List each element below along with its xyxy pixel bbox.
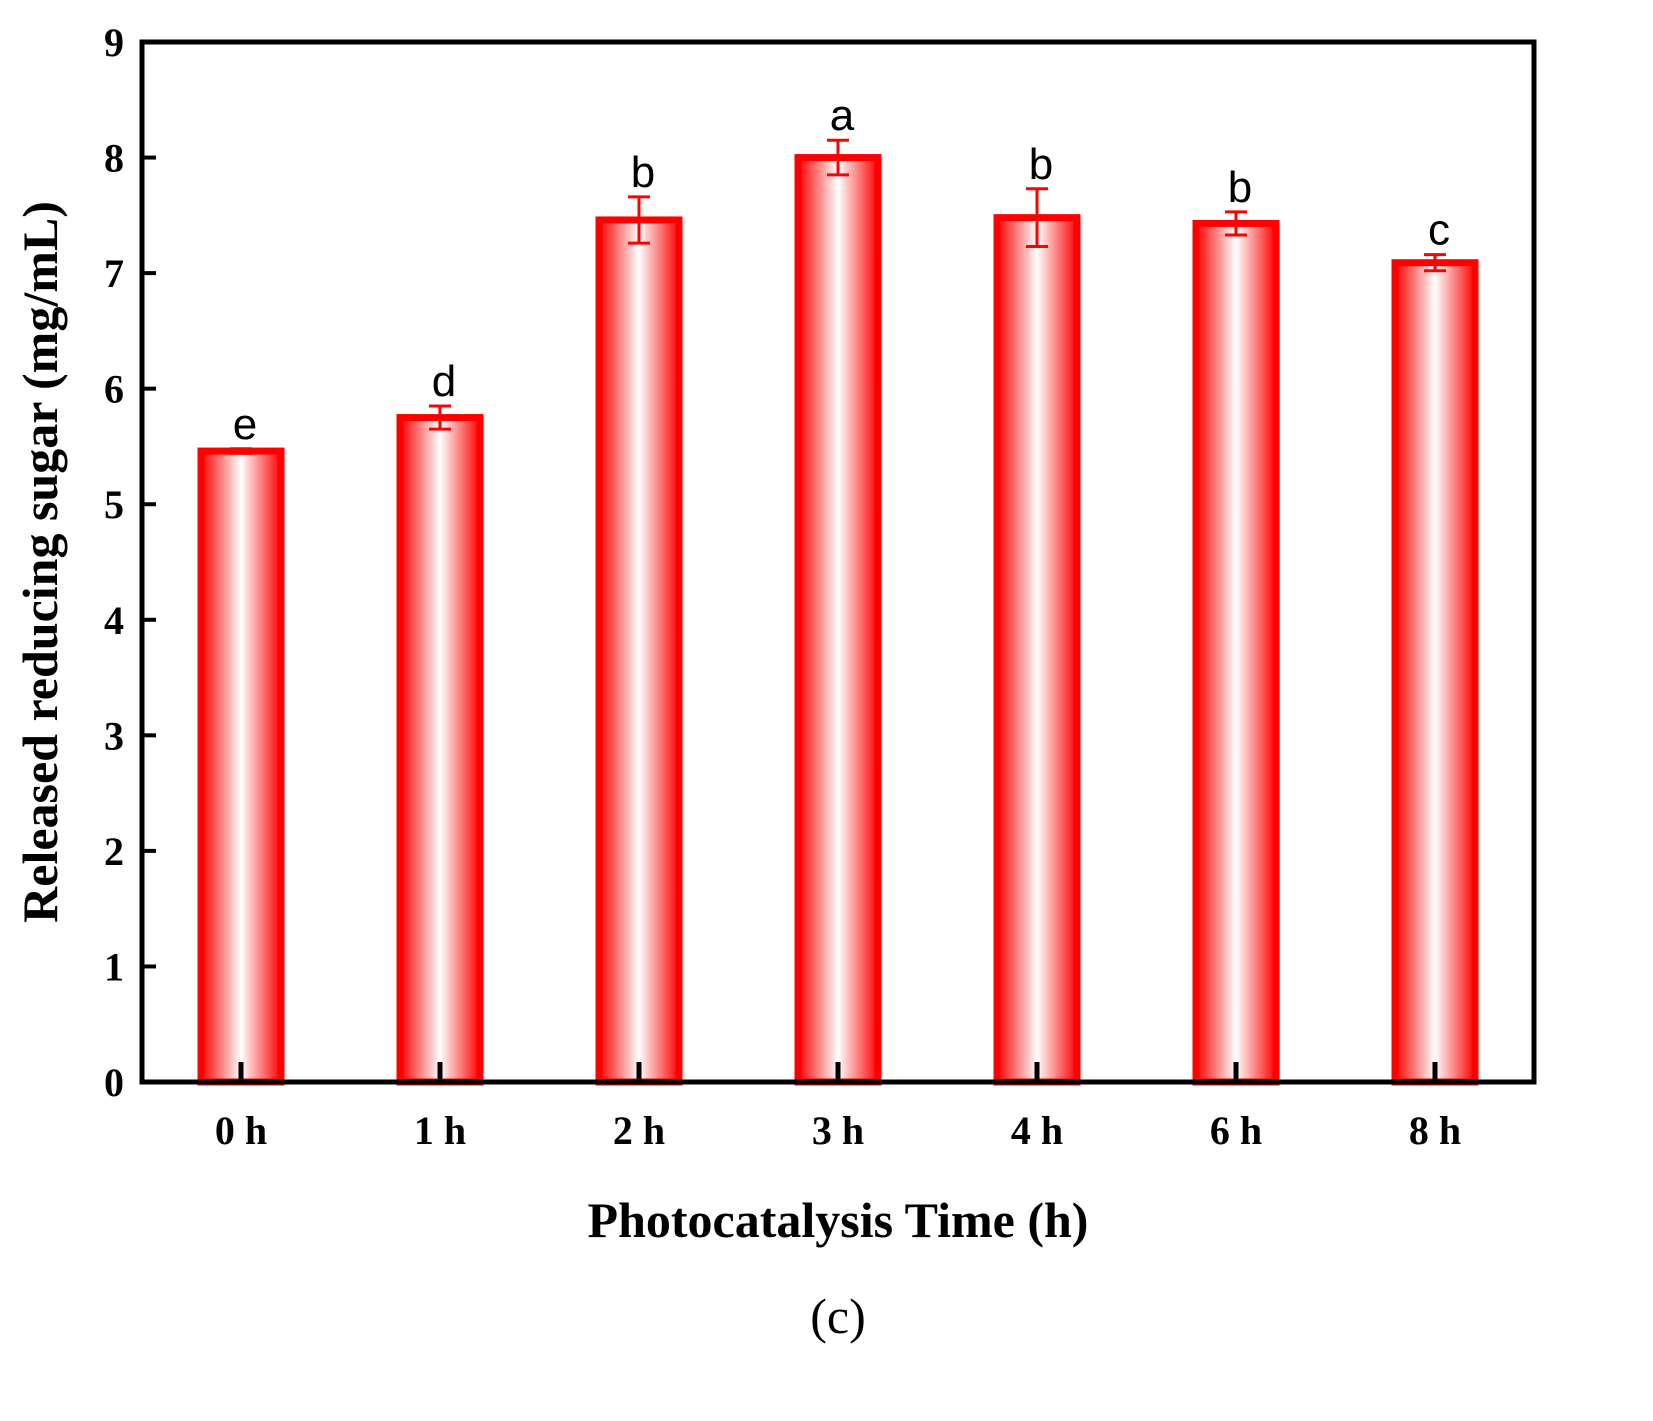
y-axis-title: Released reducing sugar (mg/mL) — [12, 201, 68, 923]
y-tick-label: 5 — [104, 482, 124, 527]
bar — [595, 216, 683, 1086]
error-bar — [1225, 210, 1247, 237]
y-tick-label: 0 — [104, 1060, 124, 1105]
x-axis-title: Photocatalysis Time (h) — [588, 1192, 1089, 1248]
significance-label: d — [432, 357, 456, 406]
x-tick-label: 4 h — [1011, 1108, 1063, 1153]
error-bar — [1424, 253, 1446, 273]
error-bar — [827, 138, 849, 177]
bar — [197, 447, 285, 1086]
significance-label: b — [1228, 163, 1252, 212]
bar — [993, 214, 1081, 1086]
error-bar — [1026, 187, 1048, 249]
x-tick-label: 8 h — [1409, 1108, 1461, 1153]
y-tick-label: 7 — [104, 251, 124, 296]
x-tick-label: 6 h — [1210, 1108, 1262, 1153]
bar — [794, 154, 882, 1086]
y-tick-label: 1 — [104, 944, 124, 989]
significance-label: a — [830, 91, 855, 140]
y-tick-label: 2 — [104, 829, 124, 874]
bar — [1391, 259, 1479, 1086]
y-tick-label: 9 — [104, 20, 124, 65]
bar — [1192, 219, 1280, 1086]
y-tick-label: 4 — [104, 598, 124, 643]
x-tick-label: 3 h — [812, 1108, 864, 1153]
error-bar — [628, 195, 650, 245]
bar — [396, 414, 484, 1086]
significance-label: c — [1428, 206, 1450, 255]
figure-caption: (c) — [810, 1288, 866, 1344]
bars-layer: e d b a b b c — [197, 91, 1479, 1086]
y-tick-label: 6 — [104, 367, 124, 412]
significance-label: b — [631, 148, 655, 197]
significance-label: b — [1029, 140, 1053, 189]
significance-label: e — [233, 400, 257, 449]
x-tick-label: 1 h — [414, 1108, 466, 1153]
y-tick-label: 8 — [104, 136, 124, 181]
x-tick-label: 2 h — [613, 1108, 665, 1153]
y-tick-label: 3 — [104, 713, 124, 758]
error-bar — [429, 404, 451, 431]
axes-layer: 0 1 2 3 4 5 6 7 8 9 0 h 1 h 2 h 3 h 4 h 6 h 8 h — [104, 20, 1461, 1153]
error-bar — [230, 447, 252, 455]
x-tick-label: 0 h — [215, 1108, 267, 1153]
